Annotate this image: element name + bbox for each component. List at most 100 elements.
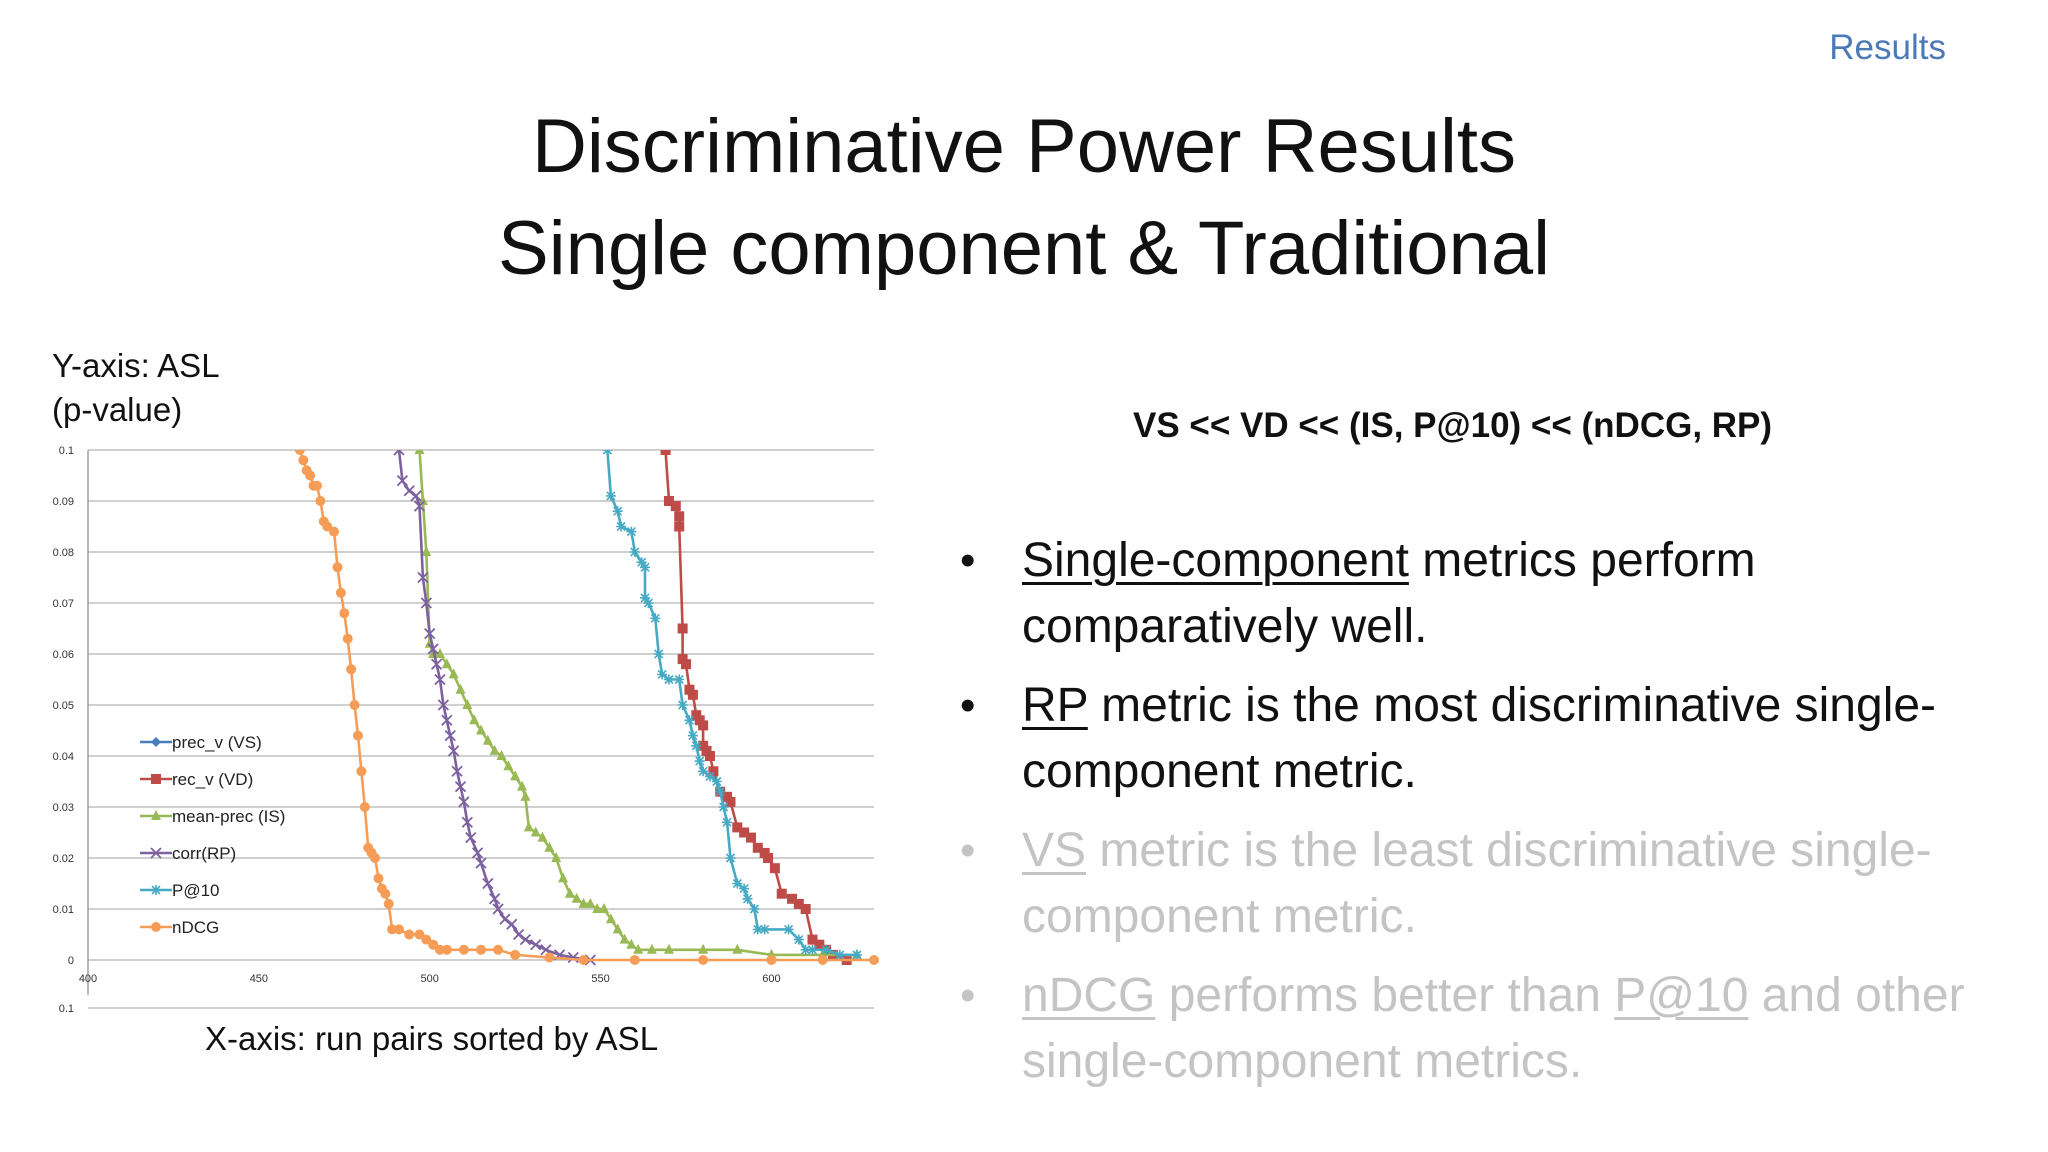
data-point [800,944,811,955]
asl-line-chart: 0 0.01 0.02 0.03 0.04 0.05 0.06 0.07 0.08 0.09 0.1… [53,445,879,1015]
data-point [414,929,425,940]
data-point [640,592,651,603]
series-3 [393,450,596,966]
bullet-dot-icon: • [960,536,976,585]
data-point [417,571,429,584]
y-tick-label: 0.06 [53,649,74,661]
data-point [387,924,398,935]
data-point [455,683,466,694]
legend-marker [151,774,161,784]
data-point [476,724,486,735]
title-line-2: Single component & Traditional [498,206,1550,291]
x-tick-label: 600 [762,973,780,985]
data-point [383,898,394,909]
y-tick-label: 0 [68,955,74,967]
x-tick-label: 500 [421,973,439,985]
data-point [715,786,726,797]
data-point [626,938,637,949]
bullet-dot-icon: • [960,971,976,1020]
data-point [783,924,794,935]
data-point [558,872,569,883]
data-point [448,668,459,679]
data-point [298,455,309,466]
data-point [441,658,452,669]
data-point [704,771,715,782]
bullet-text: performs better than [1155,969,1615,1022]
bullet-single-component: • Single-component metrics perform compa… [960,528,2020,660]
legend-marker [151,737,161,747]
data-point [530,939,542,951]
data-point [424,627,436,640]
data-point [752,924,763,935]
legend-label: P@10 [172,881,220,900]
data-point [687,689,698,700]
legend-label: mean-prec (IS) [172,807,285,826]
title-line-1: Discriminative Power Results [531,104,1517,189]
data-point [687,730,698,741]
data-point [322,521,333,532]
bullet-text: metric is the least discriminative singl… [1022,824,1932,943]
data-point [393,924,404,935]
data-point [749,904,760,914]
data-point [605,913,616,924]
data-point [458,944,469,955]
bullet-text: metrics perform comparatively well. [1022,534,1756,653]
data-point [739,883,750,894]
data-point [461,816,473,828]
bullet-ndcg: • nDCG performs better than P@10 and oth… [960,963,2020,1095]
data-point [677,654,688,665]
data-point [660,450,671,455]
y-axis-note: Y-axis: ASL (p-value) [52,344,220,432]
data-point [752,842,763,853]
bullet-text: metric is the most discriminative single… [1022,679,1937,798]
data-point [698,943,709,954]
data-point [499,913,511,925]
data-point [311,480,322,491]
data-point [492,903,504,915]
data-point [759,924,770,935]
x-tick-label: 450 [250,973,268,985]
y-tick-label: 0.08 [53,547,74,559]
data-point [475,857,487,869]
data-point [465,831,477,844]
data-point [489,893,501,905]
data-point [454,780,467,793]
data-point [694,756,705,767]
data-point [585,897,596,908]
data-point [732,822,743,833]
y-tick-label: 0.02 [53,853,74,865]
data-point [732,943,743,954]
data-point [800,904,811,914]
data-point [335,587,346,598]
data-point [722,791,733,802]
bullet-term: nDCG [1022,969,1156,1022]
data-point [701,745,712,756]
data-point [619,933,630,944]
data-point [817,955,828,965]
y-tick-label: 0.01 [53,904,74,916]
data-point [342,633,353,644]
data-point [421,934,432,945]
data-point [605,490,616,501]
data-point [725,853,736,863]
data-point [413,500,426,512]
data-point [571,892,582,903]
data-point [544,952,555,963]
data-point [434,944,445,955]
y-tick-label: 0.04 [53,751,74,763]
data-point [711,776,722,787]
secondary-tick-label: 0.1 [59,1003,74,1015]
data-point [821,944,832,955]
data-point [636,557,647,568]
data-point [512,928,525,941]
legend-marker [151,810,161,820]
data-point [663,943,674,954]
data-point [417,495,428,505]
slide-title: Discriminative Power Results Single comp… [0,96,2048,300]
data-point [684,684,695,695]
bullet-term-2: P@10 [1614,969,1749,1022]
data-point [732,878,743,889]
data-point [691,710,702,721]
bullet-dot-icon: • [960,826,976,875]
data-point [437,699,450,711]
